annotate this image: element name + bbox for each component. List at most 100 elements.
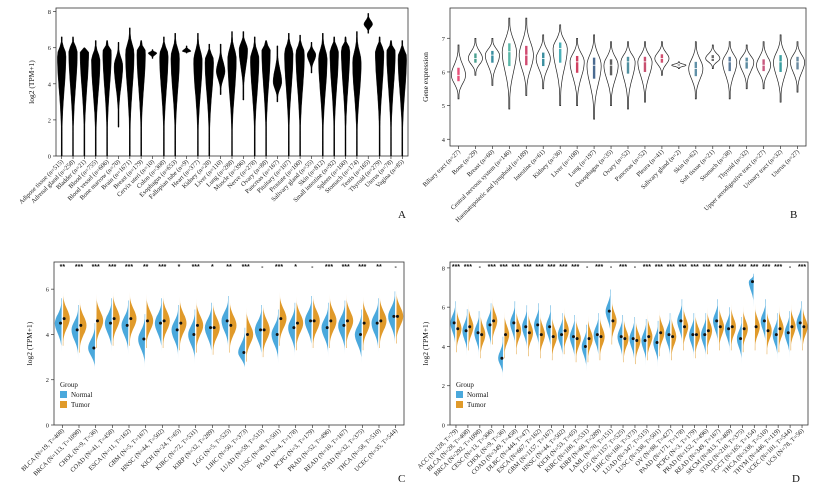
significance-mark-d: *** xyxy=(798,264,806,271)
iqr-box-b xyxy=(643,56,647,72)
tumor-half-c xyxy=(296,296,304,351)
tumor-half-c xyxy=(62,291,70,346)
normal-half-d xyxy=(665,313,671,361)
violin-b xyxy=(552,24,568,106)
tumor-median-dot-d xyxy=(730,325,734,329)
normal-median-dot-d xyxy=(560,333,564,337)
significance-mark-c: ** xyxy=(376,264,382,271)
tumor-median-dot-d xyxy=(587,337,591,341)
normal-half-c xyxy=(371,298,379,353)
normal-half-c xyxy=(188,309,196,364)
normal-median-dot-c xyxy=(309,319,313,323)
normal-half-c xyxy=(154,298,162,353)
panel-label-c: C xyxy=(398,473,405,485)
significance-mark-d: - xyxy=(586,264,589,271)
normal-half-c xyxy=(54,298,62,353)
normal-half-d xyxy=(545,305,551,353)
significance-mark-d: *** xyxy=(571,264,579,271)
normal-median-dot-c xyxy=(342,323,346,327)
iqr-box-b xyxy=(558,42,562,63)
normal-median-dot-c xyxy=(192,332,196,336)
tumor-median-dot-c xyxy=(129,317,133,321)
normal-half-d xyxy=(450,301,456,349)
iqr-box-b xyxy=(728,56,731,72)
normal-half-d xyxy=(760,299,766,347)
y-tick-label: 6 xyxy=(46,287,49,294)
normal-half-d xyxy=(462,309,468,357)
significance-mark-d: *** xyxy=(488,264,496,271)
y-axis-label-c: log2 (TPM+1) xyxy=(25,321,34,365)
significance-mark-d: *** xyxy=(726,264,734,271)
normal-half-d xyxy=(784,311,790,359)
significance-mark-d: *** xyxy=(547,264,555,271)
y-axis-label-b: Gene expression xyxy=(421,52,430,102)
significance-mark-d: *** xyxy=(679,264,687,271)
normal-median-dot-d xyxy=(643,339,647,343)
iqr-box-b xyxy=(508,43,511,67)
tumor-median-dot-c xyxy=(95,319,99,323)
tumor-median-dot-d xyxy=(623,337,627,341)
normal-median-dot-d xyxy=(786,331,790,335)
tumor-median-dot-c xyxy=(79,323,83,327)
normal-median-dot-c xyxy=(59,321,63,325)
legend-label-normal-c: Normal xyxy=(71,391,92,399)
tumor-median-dot-d xyxy=(492,319,496,323)
significance-mark-c: *** xyxy=(242,264,250,271)
iqr-box-b xyxy=(457,67,460,82)
normal-median-dot-d xyxy=(548,325,552,329)
tumor-half-c xyxy=(196,298,204,353)
tumor-median-dot-d xyxy=(635,339,639,343)
normal-half-d xyxy=(772,313,778,361)
normal-median-dot-c xyxy=(259,328,263,332)
tumor-median-dot-d xyxy=(790,325,794,329)
iqr-box-b xyxy=(745,57,748,69)
tumor-median-dot-d xyxy=(718,325,722,329)
normal-median-dot-d xyxy=(536,323,540,327)
significance-mark-d: *** xyxy=(702,264,710,271)
normal-median-dot-d xyxy=(488,323,492,327)
normal-median-dot-d xyxy=(583,344,587,348)
tumor-median-dot-d xyxy=(515,329,519,333)
normal-half-c xyxy=(221,296,229,351)
normal-half-d xyxy=(534,303,539,351)
legend-swatch-normal-c xyxy=(60,391,67,398)
panel-label-a: A xyxy=(398,209,406,221)
significance-mark-c: *** xyxy=(158,264,166,271)
tumor-median-dot-d xyxy=(671,335,675,339)
significance-mark-d: *** xyxy=(535,264,543,271)
significance-mark-d: *** xyxy=(512,264,520,271)
normal-half-c xyxy=(271,309,279,364)
tumor-median-dot-d xyxy=(742,327,746,331)
normal-half-d xyxy=(569,315,575,363)
significance-mark-c: *** xyxy=(342,264,350,271)
normal-median-dot-c xyxy=(292,326,296,330)
normal-half-c xyxy=(321,302,329,358)
significance-mark-c: ** xyxy=(143,264,149,271)
normal-median-dot-d xyxy=(691,333,695,337)
significance-mark-c: ** xyxy=(226,264,232,271)
tumor-median-dot-d xyxy=(599,335,603,339)
normal-median-dot-c xyxy=(392,314,396,318)
iqr-box-b xyxy=(796,56,799,70)
normal-median-dot-d xyxy=(500,356,504,360)
normal-half-c xyxy=(138,314,146,369)
normal-half-d xyxy=(629,317,635,365)
significance-mark-c: *** xyxy=(92,264,100,271)
tumor-half-c xyxy=(246,307,254,362)
tumor-half-c xyxy=(362,296,370,351)
normal-half-d xyxy=(581,324,587,372)
tumor-median-dot-c xyxy=(345,319,349,323)
significance-mark-c: *** xyxy=(275,264,283,271)
normal-median-dot-d xyxy=(679,319,683,323)
y-tick-label: 4 xyxy=(46,332,50,339)
normal-half-c xyxy=(304,296,312,351)
significance-mark-d: - xyxy=(789,264,792,271)
tumor-median-dot-c xyxy=(162,319,166,323)
y-axis-label-a: log2 (TPM+1) xyxy=(27,60,36,104)
significance-mark-d: - xyxy=(610,264,613,271)
y-tick-label: 4 xyxy=(442,344,446,351)
normal-half-d xyxy=(653,320,659,368)
iqr-box-b xyxy=(525,45,528,66)
significance-mark-d: *** xyxy=(691,264,699,271)
